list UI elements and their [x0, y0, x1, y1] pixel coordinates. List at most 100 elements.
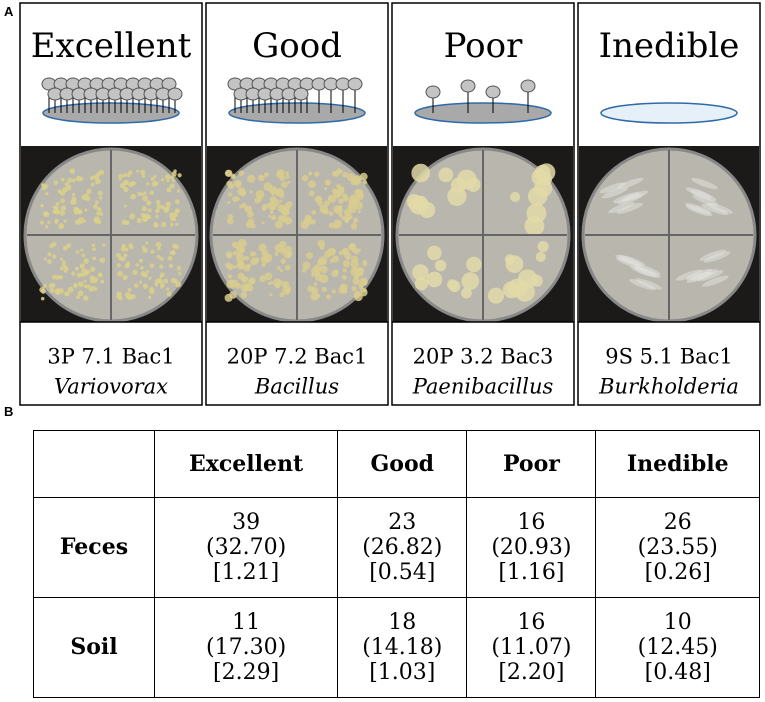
growth — [269, 196, 277, 203]
growth — [88, 288, 93, 292]
growth — [278, 188, 282, 193]
growth — [280, 209, 285, 214]
growth — [135, 263, 139, 267]
growth — [237, 272, 245, 280]
growth — [232, 196, 238, 202]
growth — [411, 163, 431, 183]
growth — [524, 215, 545, 236]
growth — [79, 263, 85, 269]
growth — [142, 283, 149, 289]
growth — [116, 293, 122, 299]
growth — [153, 181, 159, 186]
growth — [319, 204, 329, 214]
growth — [140, 169, 146, 175]
growth — [304, 214, 312, 222]
cell-line: [1.16] — [498, 560, 565, 585]
growth — [175, 208, 181, 214]
growth — [48, 283, 53, 288]
growth — [225, 169, 233, 177]
growth — [147, 208, 152, 213]
row-header: Soil — [33, 597, 155, 698]
table-cell: 18 (14.18) [1.03] — [337, 597, 468, 698]
results-table: Excellent Good Poor Inedible Feces 39 (32.70)[… — [33, 430, 760, 698]
growth — [84, 208, 88, 212]
growth — [281, 181, 288, 188]
cell-line: [0.26] — [644, 560, 711, 585]
growth — [227, 253, 232, 259]
growth — [165, 201, 171, 207]
growth — [236, 245, 246, 254]
growth — [334, 269, 339, 275]
colony — [293, 87, 309, 101]
growth — [338, 169, 343, 174]
growth — [244, 255, 250, 261]
growth — [66, 243, 72, 248]
category-title: Inedible — [599, 26, 740, 66]
growth — [302, 261, 311, 270]
growth — [270, 214, 277, 221]
growth — [149, 288, 155, 295]
growth — [172, 217, 177, 221]
growth — [279, 269, 284, 273]
growth — [255, 189, 265, 199]
growth — [83, 279, 87, 283]
growth — [122, 274, 128, 281]
growth — [59, 190, 66, 196]
growth — [131, 181, 136, 186]
growth — [237, 262, 245, 270]
growth — [99, 211, 104, 216]
colony — [425, 85, 441, 99]
growth — [119, 182, 126, 189]
strain-name: 20P 3.2 Bac3 — [413, 345, 554, 369]
growth — [461, 272, 480, 290]
medium — [414, 102, 552, 124]
column-header: Poor — [466, 430, 597, 498]
growth — [301, 174, 309, 182]
growth — [166, 291, 172, 297]
colony — [460, 79, 476, 93]
growth — [311, 209, 317, 215]
growth — [150, 176, 155, 181]
growth — [159, 282, 165, 288]
growth — [258, 174, 265, 182]
growth — [94, 178, 101, 185]
growth — [98, 196, 103, 200]
growth — [166, 187, 172, 193]
growth — [141, 174, 146, 178]
colony — [520, 79, 536, 93]
growth — [141, 206, 147, 212]
growth — [155, 208, 160, 214]
growth — [174, 244, 179, 249]
growth — [247, 218, 255, 226]
growth — [86, 188, 92, 194]
cell-line: [0.54] — [369, 560, 436, 585]
growth — [159, 275, 163, 279]
growth — [72, 200, 77, 205]
growth — [155, 199, 161, 205]
colony — [485, 85, 501, 99]
growth — [342, 260, 351, 268]
growth — [534, 168, 547, 180]
cell-line: (14.18) — [362, 635, 443, 660]
growth — [137, 191, 142, 197]
growth — [351, 285, 357, 292]
growth — [601, 187, 629, 199]
growth — [71, 178, 77, 183]
strain-name: 20P 7.2 Bac1 — [227, 345, 368, 369]
growth — [326, 294, 332, 300]
growth — [685, 205, 713, 217]
growth — [130, 193, 137, 200]
growth — [450, 177, 467, 193]
growth — [159, 256, 164, 262]
growth — [342, 171, 349, 178]
growth — [43, 257, 47, 261]
growth — [240, 242, 244, 246]
column-header: Inedible — [595, 430, 760, 498]
growth — [359, 172, 368, 181]
growth — [147, 295, 152, 300]
growth — [121, 219, 128, 225]
growth — [53, 180, 59, 186]
growth — [250, 257, 258, 266]
growth — [263, 182, 273, 192]
growth — [348, 198, 358, 208]
